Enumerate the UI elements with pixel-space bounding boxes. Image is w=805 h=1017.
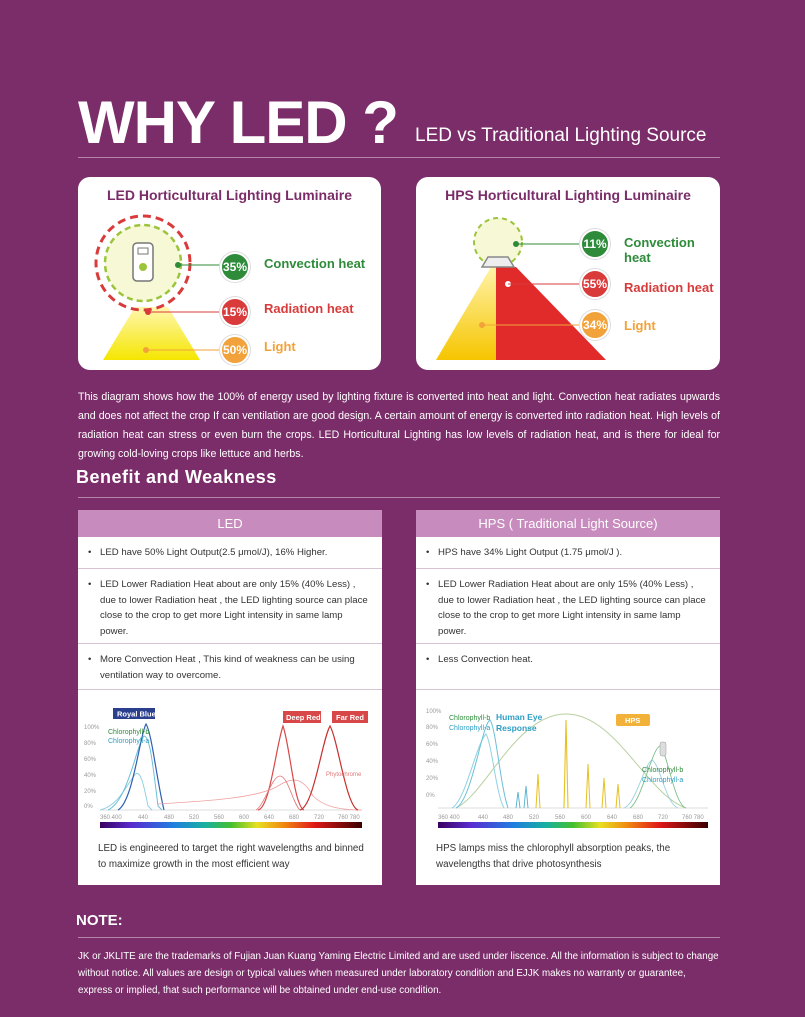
- led-light-cone: [103, 307, 200, 360]
- x-tick: 520: [189, 815, 200, 821]
- led-light-label: Light: [264, 339, 296, 354]
- x-tick: 600: [581, 815, 592, 821]
- list-item: LED Lower Radiation Heat about are only …: [78, 569, 382, 644]
- deep-red-tag-label: Deep Red: [286, 713, 321, 722]
- x-tick: 560: [555, 815, 566, 821]
- far-red-tag: [332, 711, 368, 723]
- chlorophyll-a-label: Chlorophyll-a: [449, 725, 490, 732]
- x-tick: 360 400: [438, 815, 460, 821]
- hps-radiation-cone: [496, 267, 606, 360]
- note-divider: [78, 937, 720, 938]
- x-tick: 360 400: [100, 815, 122, 821]
- hps-lamp-icon: [480, 256, 516, 268]
- hps-light-percent: 34%: [580, 310, 610, 340]
- y-tick: 80%: [84, 741, 97, 747]
- page-subtitle: LED vs Traditional Lighting Source: [415, 125, 707, 146]
- x-tick: 760 780: [338, 815, 360, 821]
- note-title: NOTE:: [76, 912, 123, 929]
- x-tick: 600: [239, 815, 250, 821]
- y-tick: 100%: [84, 725, 100, 731]
- x-tick: 440: [138, 815, 149, 821]
- y-tick: 40%: [84, 773, 97, 779]
- hps-heat-diagram: [436, 217, 606, 360]
- hps-tag-label: HPS: [625, 716, 640, 725]
- x-tick: 640: [264, 815, 275, 821]
- hps-radiation-percent: 55%: [580, 269, 610, 299]
- x-tick: 640: [607, 815, 618, 821]
- list-item: Less Convection heat.: [416, 644, 720, 690]
- x-tick: 680: [633, 815, 644, 821]
- hps-spectrum-chart: 100% 80% 60% 40% 20% 0% HPS Chlorophyll-…: [426, 709, 708, 828]
- y-tick: 100%: [426, 709, 442, 715]
- human-eye-label: Human Eye: [496, 712, 543, 722]
- page-title: WHY LED ?: [78, 89, 399, 156]
- x-tick: 440: [478, 815, 489, 821]
- spectrum-bar: [438, 822, 708, 828]
- list-item: HPS have 34% Light Output (1.75 μmol/J )…: [416, 537, 720, 569]
- list-item: More Convection Heat , This kind of weak…: [78, 644, 382, 690]
- chlorophyll-a-right-label: Chlorophyll-a: [642, 777, 683, 784]
- note-text: JK or JKLITE are the trademarks of Fujia…: [78, 951, 719, 996]
- hps-light-cone: [436, 267, 511, 360]
- led-luminaire-card: LED Horticultural Lighting Luminaire 35%…: [78, 177, 381, 370]
- led-radiation-label: Radiation heat: [264, 301, 354, 316]
- royal-blue-tag: [113, 708, 155, 719]
- led-light-percent: 50%: [220, 335, 250, 365]
- led-convection-label: Convection heat: [264, 256, 366, 271]
- hps-card-title: HPS Horticultural Lighting Luminaire: [445, 187, 691, 203]
- hps-convection-label: Convection heat: [624, 235, 695, 265]
- x-tick: 720: [658, 815, 669, 821]
- hps-convection-percent: 11%: [580, 229, 610, 259]
- header-divider: [78, 157, 720, 158]
- description-paragraph: This diagram shows how the 100% of energ…: [78, 391, 720, 460]
- hps-column: HPS ( Traditional Light Source) HPS have…: [416, 510, 720, 885]
- x-tick: 760 780: [682, 815, 704, 821]
- royal-blue-tag-label: Royal Blue: [117, 710, 156, 719]
- x-tick: 720: [314, 815, 325, 821]
- led-column: LED LED have 50% Light Output(2.5 μmol/J…: [78, 510, 382, 885]
- y-tick: 60%: [84, 757, 97, 763]
- led-convection-percent: 35%: [220, 252, 250, 282]
- led-lamp-icon: [132, 242, 154, 282]
- led-column-header: LED: [78, 510, 382, 537]
- hps-light-label: Light: [624, 318, 656, 333]
- led-spectrum-chart: 100% 80% 60% 40% 20% 0% Royal Blue Deep …: [84, 708, 368, 828]
- y-tick: 20%: [426, 776, 439, 782]
- benefit-heading: Benefit and Weakness: [76, 467, 277, 487]
- chlorophyll-a-label: Chlorophyll-a: [108, 738, 149, 745]
- chlorophyll-b-right-label: Chlorophyll-b: [642, 767, 683, 774]
- hps-column-header: HPS ( Traditional Light Source): [416, 510, 720, 537]
- chlorophyll-b-label: Chlorophyll-b: [108, 729, 149, 736]
- led-heat-diagram: [94, 214, 220, 360]
- x-tick: 480: [503, 815, 514, 821]
- x-tick: 480: [164, 815, 175, 821]
- x-tick: 560: [214, 815, 225, 821]
- led-spectrum-caption: LED is engineered to target the right wa…: [98, 843, 364, 870]
- phytochrome-label: Phytochrome: [326, 772, 362, 778]
- list-item: LED Lower Radiation Heat about are only …: [416, 569, 720, 644]
- far-red-tag-label: Far Red: [336, 713, 364, 722]
- hps-tag: [616, 714, 650, 726]
- led-radiation-percent: 15%: [220, 297, 250, 327]
- y-tick: 0%: [84, 804, 93, 810]
- y-tick: 0%: [426, 793, 435, 799]
- hps-radiation-label: Radiation heat: [624, 280, 714, 295]
- y-tick: 40%: [426, 759, 439, 765]
- hps-luminaire-card: HPS Horticultural Lighting Luminaire 11%…: [416, 177, 720, 370]
- x-tick: 680: [289, 815, 300, 821]
- spectrum-bar: [100, 822, 362, 828]
- led-card-title: LED Horticultural Lighting Luminaire: [107, 187, 352, 203]
- benefit-divider: [78, 497, 720, 498]
- chlorophyll-b-label: Chlorophyll-b: [449, 715, 490, 722]
- y-tick: 20%: [84, 789, 97, 795]
- radiation-ring: [94, 214, 192, 312]
- hps-bulb-icon: [659, 741, 667, 757]
- x-tick: 520: [529, 815, 540, 821]
- response-label: Response: [496, 723, 537, 733]
- list-item: LED have 50% Light Output(2.5 μmol/J), 1…: [78, 537, 382, 569]
- y-tick: 80%: [426, 725, 439, 731]
- y-tick: 60%: [426, 742, 439, 748]
- deep-red-tag: [283, 711, 321, 723]
- hps-spectrum-caption: HPS lamps miss the chlorophyll absorptio…: [436, 843, 671, 870]
